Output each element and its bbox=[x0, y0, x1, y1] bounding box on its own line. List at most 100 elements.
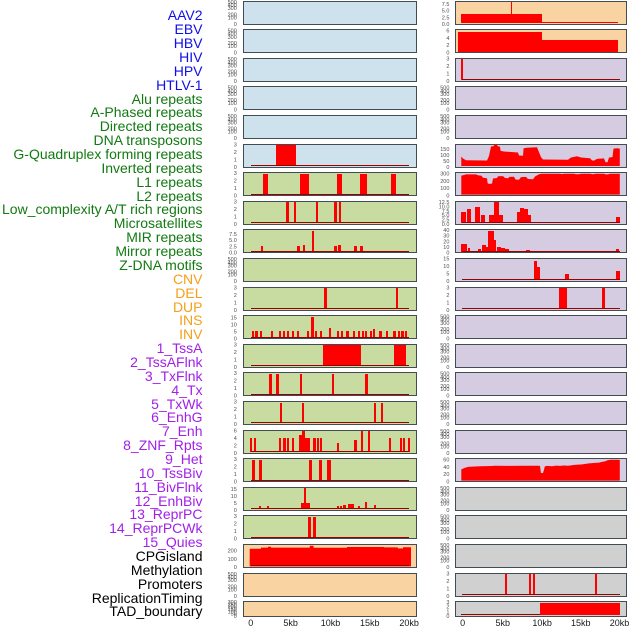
svg-text:0: 0 bbox=[446, 565, 449, 571]
svg-text:200: 200 bbox=[440, 356, 449, 362]
svg-text:300: 300 bbox=[440, 349, 449, 355]
svg-text:7.5: 7.5 bbox=[229, 232, 237, 238]
svg-text:1: 1 bbox=[234, 472, 237, 478]
svg-text:0: 0 bbox=[234, 136, 237, 142]
svg-text:500: 500 bbox=[228, 572, 237, 578]
svg-text:100: 100 bbox=[228, 587, 237, 593]
svg-text:3: 3 bbox=[446, 57, 449, 63]
svg-text:100: 100 bbox=[440, 153, 449, 159]
svg-text:200: 200 bbox=[228, 270, 237, 276]
svg-text:0: 0 bbox=[446, 251, 449, 257]
svg-text:2: 2 bbox=[234, 178, 237, 184]
svg-text:2: 2 bbox=[234, 350, 237, 356]
svg-text:3: 3 bbox=[234, 142, 237, 148]
svg-text:100: 100 bbox=[440, 559, 449, 565]
svg-text:7.5: 7.5 bbox=[442, 2, 450, 8]
svg-text:400: 400 bbox=[228, 89, 237, 95]
svg-text:100: 100 bbox=[440, 502, 449, 508]
svg-text:10: 10 bbox=[231, 494, 237, 500]
svg-text:500: 500 bbox=[228, 0, 237, 6]
svg-text:100: 100 bbox=[440, 130, 449, 136]
svg-text:0: 0 bbox=[234, 594, 237, 600]
svg-text:0: 0 bbox=[234, 50, 237, 56]
svg-text:0: 0 bbox=[234, 165, 237, 171]
svg-text:200: 200 bbox=[228, 98, 237, 104]
svg-text:0: 0 bbox=[234, 365, 237, 371]
svg-text:400: 400 bbox=[228, 261, 237, 267]
svg-text:400: 400 bbox=[440, 432, 449, 438]
svg-text:200: 200 bbox=[440, 413, 449, 419]
svg-text:2: 2 bbox=[234, 207, 237, 213]
svg-text:400: 400 bbox=[440, 547, 449, 553]
svg-text:400: 400 bbox=[228, 32, 237, 38]
svg-text:0: 0 bbox=[446, 537, 449, 543]
svg-text:0: 0 bbox=[446, 451, 449, 457]
svg-text:100: 100 bbox=[440, 530, 449, 536]
svg-text:7.5: 7.5 bbox=[442, 209, 450, 215]
svg-text:2: 2 bbox=[446, 579, 449, 585]
svg-text:200: 200 bbox=[440, 441, 449, 447]
svg-text:100: 100 bbox=[440, 330, 449, 336]
svg-text:2: 2 bbox=[234, 293, 237, 299]
svg-text:0: 0 bbox=[234, 336, 237, 342]
svg-text:400: 400 bbox=[440, 318, 449, 324]
svg-text:3: 3 bbox=[234, 200, 237, 206]
svg-text:100: 100 bbox=[228, 73, 237, 79]
svg-text:100: 100 bbox=[228, 44, 237, 50]
svg-text:20: 20 bbox=[443, 239, 449, 245]
svg-text:400: 400 bbox=[440, 375, 449, 381]
svg-text:0: 0 bbox=[234, 394, 237, 400]
svg-text:0: 0 bbox=[234, 614, 237, 620]
svg-text:0: 0 bbox=[446, 394, 449, 400]
svg-text:50: 50 bbox=[231, 612, 237, 618]
svg-text:100: 100 bbox=[228, 15, 237, 21]
svg-text:0: 0 bbox=[446, 279, 449, 285]
svg-text:200: 200 bbox=[228, 605, 237, 611]
svg-text:200: 200 bbox=[228, 549, 237, 555]
svg-text:0: 0 bbox=[234, 22, 237, 28]
svg-text:400: 400 bbox=[440, 404, 449, 410]
svg-text:500: 500 bbox=[440, 515, 449, 521]
svg-text:0: 0 bbox=[446, 136, 449, 142]
svg-text:400: 400 bbox=[228, 60, 237, 66]
svg-text:500: 500 bbox=[440, 114, 449, 120]
svg-text:0: 0 bbox=[446, 50, 449, 56]
svg-text:2.5: 2.5 bbox=[229, 244, 237, 250]
svg-text:1: 1 bbox=[234, 358, 237, 364]
svg-text:30: 30 bbox=[443, 234, 449, 240]
svg-text:300: 300 bbox=[440, 492, 449, 498]
svg-text:300: 300 bbox=[440, 407, 449, 413]
svg-text:0: 0 bbox=[234, 193, 237, 199]
svg-text:2: 2 bbox=[234, 379, 237, 385]
svg-text:5.0: 5.0 bbox=[442, 213, 450, 219]
svg-text:500: 500 bbox=[440, 486, 449, 492]
svg-text:0: 0 bbox=[234, 308, 237, 314]
svg-text:500: 500 bbox=[228, 57, 237, 63]
svg-text:1: 1 bbox=[234, 157, 237, 163]
svg-text:500: 500 bbox=[440, 543, 449, 549]
svg-text:200: 200 bbox=[440, 98, 449, 104]
svg-text:100: 100 bbox=[440, 444, 449, 450]
svg-text:0: 0 bbox=[446, 336, 449, 342]
svg-text:200: 200 bbox=[228, 584, 237, 590]
svg-text:0: 0 bbox=[446, 365, 449, 371]
svg-text:50: 50 bbox=[443, 159, 449, 165]
svg-text:400: 400 bbox=[440, 346, 449, 352]
svg-text:100: 100 bbox=[440, 387, 449, 393]
svg-text:400: 400 bbox=[228, 575, 237, 581]
svg-text:300: 300 bbox=[228, 92, 237, 98]
svg-text:100: 100 bbox=[228, 130, 237, 136]
svg-text:10.0: 10.0 bbox=[439, 204, 450, 210]
svg-text:200: 200 bbox=[228, 70, 237, 76]
svg-text:1: 1 bbox=[446, 72, 449, 78]
svg-text:200: 200 bbox=[440, 556, 449, 562]
svg-text:300: 300 bbox=[228, 35, 237, 41]
svg-text:6: 6 bbox=[446, 29, 449, 35]
svg-text:2.5: 2.5 bbox=[442, 218, 450, 224]
svg-text:100: 100 bbox=[228, 557, 237, 563]
svg-text:150: 150 bbox=[228, 607, 237, 613]
svg-text:400: 400 bbox=[228, 118, 237, 124]
svg-text:2: 2 bbox=[446, 64, 449, 70]
svg-text:400: 400 bbox=[440, 518, 449, 524]
svg-text:0: 0 bbox=[234, 79, 237, 85]
